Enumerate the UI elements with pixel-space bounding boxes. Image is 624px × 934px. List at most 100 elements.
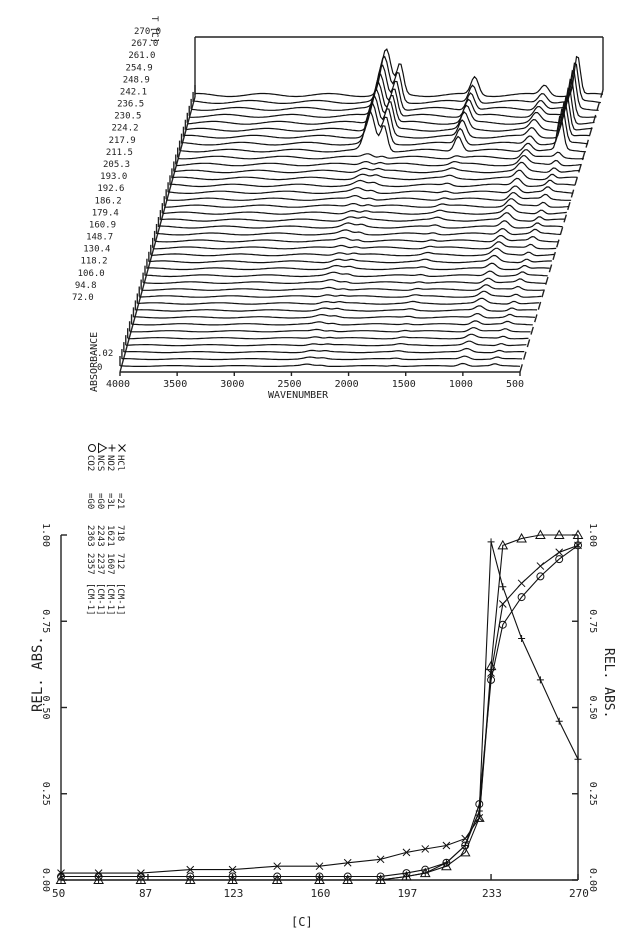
spectrum-line (152, 241, 557, 250)
legend-value: 2237 (95, 553, 105, 575)
spectrum-line (173, 161, 580, 174)
temp-tick-label: 248.9 (123, 75, 150, 85)
data-point (536, 562, 545, 570)
data-point (343, 858, 352, 867)
spectrum-line (164, 198, 569, 208)
spectrum-line (125, 340, 527, 347)
data-point (95, 876, 103, 884)
temp-tick-label: 205.3 (103, 160, 130, 170)
x-tick-label: 1000 (449, 379, 473, 390)
data-point (228, 865, 237, 874)
y-tick-label-right: 1.00 (587, 523, 598, 547)
data-point (487, 669, 495, 677)
legend-series-name: NO2 (105, 455, 115, 471)
y-tick-label-right: 0.00 (587, 868, 598, 892)
temp-tick-label: 148.7 (86, 233, 113, 243)
line-plot: CO2=G023632357[CM-1]NCS=G022432237[CM-1]… (30, 442, 616, 929)
legend: CO2=G023632357[CM-1]NCS=G022432237[CM-1]… (85, 442, 126, 616)
x-tick-label: 87 (139, 887, 152, 900)
legend-value: 1621 (105, 525, 115, 547)
legend-value: [CM-1] (105, 583, 115, 616)
data-point (555, 548, 564, 557)
spectrum-line (171, 169, 578, 181)
data-point (57, 869, 65, 877)
data-point (535, 529, 546, 539)
data-point (376, 855, 385, 864)
series-co2 (57, 541, 582, 881)
data-point (377, 876, 385, 884)
x-tick-label: 197 (397, 887, 417, 900)
x-tick-label: 160 (311, 887, 331, 900)
data-point (572, 529, 584, 539)
data-point (461, 842, 469, 849)
spectrum-line (123, 347, 525, 354)
data-point (186, 876, 194, 884)
legend-value: =G0 (95, 493, 105, 509)
legend-item: NCS =G0 2243 2237 [CM-1] (95, 442, 108, 616)
x-tick-label: 233 (482, 887, 502, 900)
spectrum-line (137, 297, 540, 305)
data-point (344, 876, 352, 884)
spectrum-line (154, 235, 559, 243)
spectrum-line (177, 149, 584, 160)
legend-value: 2243 (95, 525, 105, 547)
data-point (497, 539, 509, 550)
x-tick-label: 50 (52, 887, 65, 900)
z-tick-label: 0 (97, 363, 102, 373)
spectrum-line (187, 81, 595, 125)
legend-value: =21 (115, 493, 125, 509)
spectrum-line (146, 262, 550, 271)
x-tick-label: 2500 (277, 379, 301, 390)
data-point (475, 814, 484, 822)
spectrum-line (131, 320, 533, 326)
data-point (498, 600, 507, 608)
spectrum-line (158, 220, 563, 229)
legend-value: 718 (115, 525, 125, 541)
y-tick-label-left: 0.75 (40, 609, 51, 633)
data-point (137, 869, 145, 877)
spectrum-line (162, 204, 567, 215)
spectrum-line (189, 73, 597, 118)
x-tick-label: 4000 (106, 379, 130, 390)
data-point (108, 444, 116, 452)
legend-item: HCl =21 718 712 [CM-1] (115, 444, 126, 616)
temp-axis-label: T [C] (149, 16, 159, 43)
legend-series-name: CO2 (85, 455, 95, 471)
legend-value: 712 (115, 553, 125, 569)
data-point (536, 676, 544, 684)
data-point (485, 660, 497, 671)
y-axis-label-left: REL. ABS. (30, 636, 46, 712)
temp-tick-label: 193.0 (100, 172, 127, 182)
data-point (517, 593, 526, 602)
data-point (94, 869, 103, 877)
data-point (315, 862, 324, 871)
data-point (487, 538, 495, 546)
legend-value: [CM-1] (115, 583, 125, 616)
temp-tick-label: 261.0 (128, 51, 155, 61)
spectrum-line (135, 305, 538, 312)
spectrum-line (175, 155, 582, 167)
z-axis-label: ABSORBANCE (89, 332, 100, 392)
data-point (88, 444, 96, 452)
spectrum-line (127, 333, 529, 340)
spectrum-line (195, 48, 604, 98)
data-point (459, 846, 471, 857)
data-point (421, 869, 429, 877)
y-tick-label-left: 0.00 (40, 868, 51, 892)
data-point (518, 635, 526, 642)
temp-tick-label: 270.0 (134, 27, 161, 37)
spectrum-line (144, 270, 548, 278)
spectrum-line (193, 55, 601, 104)
data-point (402, 873, 410, 881)
series-hcl (57, 541, 582, 877)
data-point (273, 876, 281, 884)
temp-tick-label: 224.2 (111, 124, 138, 134)
temp-tick-label: 236.5 (117, 100, 144, 110)
spectrum-line (121, 355, 523, 361)
legend-value: =G0 (85, 493, 95, 509)
data-point (118, 444, 126, 452)
x-tick-label: 123 (224, 887, 244, 900)
data-point (229, 876, 237, 884)
series-line (61, 541, 579, 881)
spectrum-line (183, 95, 591, 139)
